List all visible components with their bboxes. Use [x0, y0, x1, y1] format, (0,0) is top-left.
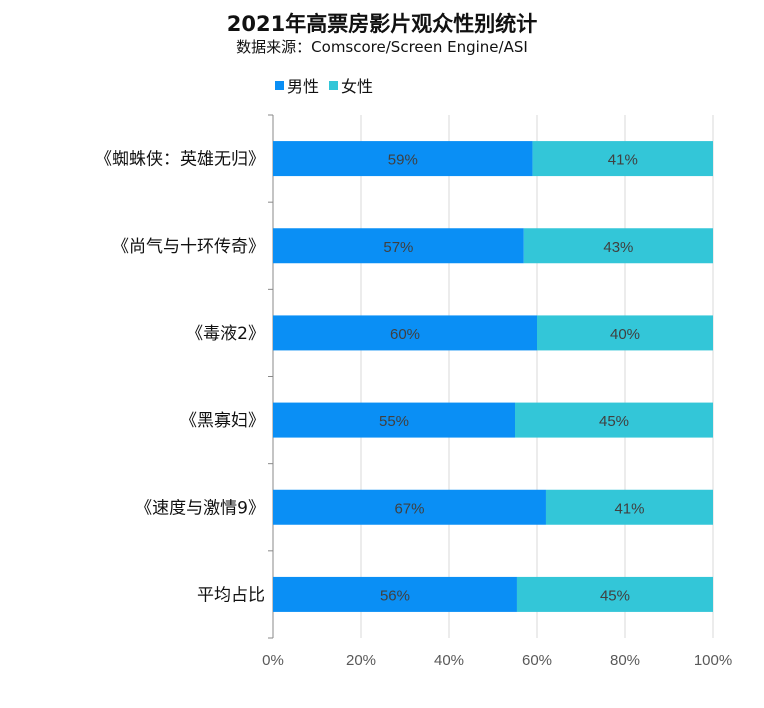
data-label: 56%: [380, 587, 410, 604]
bar-segment-male: [273, 576, 517, 612]
category-label: 《毒液2》: [186, 324, 265, 344]
data-label: 41%: [608, 152, 638, 169]
data-label: 41%: [614, 500, 644, 517]
legend-swatch-female: [329, 80, 339, 90]
legend-item-male: 男性: [275, 73, 319, 97]
legend: 男性 女性: [275, 73, 373, 97]
legend-label-male: 男性: [287, 77, 320, 96]
legend-swatch-male: [275, 80, 284, 90]
bar-segment-female: [516, 576, 713, 612]
x-tick-label: 100%: [694, 652, 732, 669]
data-label: 43%: [603, 239, 633, 256]
category-label: 《黑寡妇》: [180, 411, 265, 431]
bar-segment-female: [532, 141, 713, 177]
bar-segment-male: [273, 489, 546, 525]
chart-subtitle: 数据来源：Comscore/Screen Engine/ASI: [236, 38, 528, 56]
data-label: 67%: [394, 500, 424, 517]
data-label: 40%: [610, 326, 640, 343]
x-tick-label: 20%: [346, 652, 376, 669]
data-label: 55%: [379, 413, 409, 430]
category-label: 《尚气与十环传奇》: [112, 237, 265, 257]
data-label: 60%: [390, 326, 420, 343]
x-tick-label: 0%: [262, 652, 284, 669]
data-label: 45%: [600, 587, 630, 604]
x-tick-label: 80%: [610, 652, 640, 669]
bar-segment-male: [273, 315, 537, 351]
x-tick-label: 60%: [522, 652, 552, 669]
bar-segment-male: [273, 141, 533, 177]
category-label: 《蜘蛛侠：英雄无归》: [95, 150, 265, 170]
bar-segment-male: [273, 402, 515, 438]
data-label: 45%: [599, 413, 629, 430]
bar-segment-female: [523, 228, 713, 264]
x-tick-label: 40%: [434, 652, 464, 669]
category-label: 平均占比: [197, 585, 265, 605]
category-label: 《速度与激情9》: [135, 498, 265, 518]
bar-segment-male: [273, 228, 524, 264]
bar-segment-female: [545, 489, 713, 525]
data-label: 59%: [388, 152, 418, 169]
legend-item-female: 女性: [329, 73, 373, 97]
bar-segment-female: [515, 402, 713, 438]
chart-title: 2021年高票房影片观众性别统计: [226, 12, 538, 36]
bar-segment-female: [537, 315, 713, 351]
data-label: 57%: [383, 239, 413, 256]
legend-label-female: 女性: [341, 77, 374, 96]
